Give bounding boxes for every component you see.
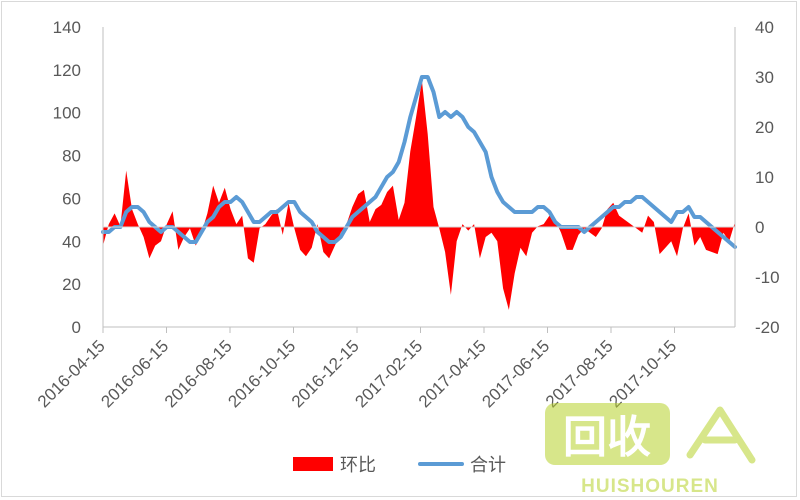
legend-swatch-huanbi: [293, 457, 333, 471]
line-series-heji: [101, 75, 737, 249]
y-right-tick-label: 20: [755, 118, 774, 137]
y-right-tick-label: -10: [755, 268, 780, 287]
x-tick-label: 2017-04-15: [415, 336, 490, 411]
x-tick-label: 2017-10-15: [605, 336, 680, 411]
x-tick-label: 2017-08-15: [542, 336, 617, 411]
y-left-tick-label: 120: [53, 61, 81, 80]
legend-label-huanbi: 环比: [340, 455, 376, 475]
watermark-logo: 回收 HUISHOUREN: [545, 403, 756, 497]
watermark-mark-icon: [686, 406, 756, 464]
line-series-layer: [101, 75, 737, 249]
y-right-tick-label: -20: [755, 318, 780, 337]
legend-label-heji: 合计: [470, 455, 506, 475]
y-right-tick-label: 0: [755, 218, 764, 237]
y-left-tick-label: 100: [53, 104, 81, 123]
y-left-tick-label: 80: [62, 147, 81, 166]
area-series-huanbi: [103, 80, 735, 310]
y-left-tick-label: 60: [62, 189, 81, 208]
watermark-badge: [545, 403, 670, 465]
area-series-layer: [103, 80, 735, 310]
y-left-tick-label: 0: [72, 318, 81, 337]
x-tick-label: 2016-04-15: [34, 336, 109, 411]
watermark-subtext: HUISHOUREN: [581, 476, 719, 497]
x-tick-label: 2017-02-15: [351, 336, 426, 411]
x-tick-label: 2016-12-15: [288, 336, 363, 411]
watermark-text: 回收: [563, 413, 651, 462]
x-tick-label: 2017-06-15: [478, 336, 553, 411]
x-tick-label: 2016-08-15: [161, 336, 236, 411]
x-tick-label: 2016-06-15: [97, 336, 172, 411]
legend: 环比 合计: [293, 455, 506, 475]
y-left-tick-label: 140: [53, 18, 81, 37]
y-right-tick-label: 40: [755, 18, 774, 37]
y-left-tick-label: 40: [62, 232, 81, 251]
y-right-tick-label: 30: [755, 68, 774, 87]
y-right-tick-label: 10: [755, 168, 774, 187]
y-left-tick-label: 20: [62, 275, 81, 294]
x-tick-label: 2016-10-15: [224, 336, 299, 411]
